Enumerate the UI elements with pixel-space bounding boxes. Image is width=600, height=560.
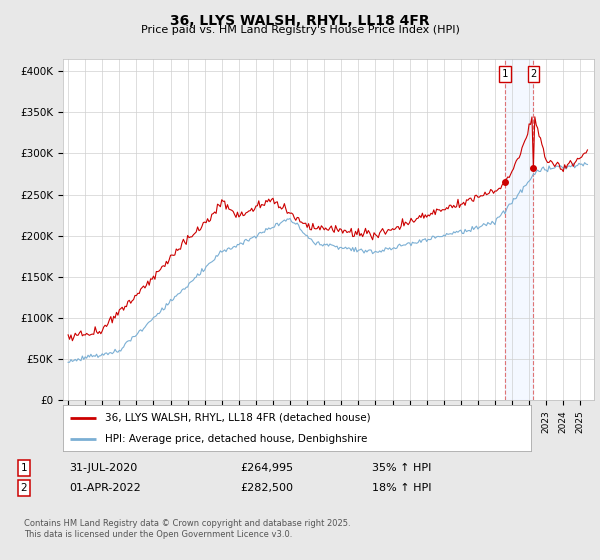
Text: Contains HM Land Registry data © Crown copyright and database right 2025.
This d: Contains HM Land Registry data © Crown c…: [24, 520, 350, 539]
Text: HPI: Average price, detached house, Denbighshire: HPI: Average price, detached house, Denb…: [105, 435, 367, 444]
Text: 1: 1: [20, 463, 28, 473]
Text: 1: 1: [502, 69, 508, 79]
Text: 36, LLYS WALSH, RHYL, LL18 4FR (detached house): 36, LLYS WALSH, RHYL, LL18 4FR (detached…: [105, 413, 371, 423]
Text: £264,995: £264,995: [240, 463, 293, 473]
Text: 31-JUL-2020: 31-JUL-2020: [69, 463, 137, 473]
Text: 36, LLYS WALSH, RHYL, LL18 4FR: 36, LLYS WALSH, RHYL, LL18 4FR: [170, 14, 430, 28]
Text: Price paid vs. HM Land Registry's House Price Index (HPI): Price paid vs. HM Land Registry's House …: [140, 25, 460, 35]
Text: 2: 2: [530, 69, 536, 79]
Bar: [505, 59, 533, 400]
Text: 35% ↑ HPI: 35% ↑ HPI: [372, 463, 431, 473]
Text: 01-APR-2022: 01-APR-2022: [69, 483, 141, 493]
Text: 2: 2: [20, 483, 28, 493]
Text: £282,500: £282,500: [240, 483, 293, 493]
Text: 18% ↑ HPI: 18% ↑ HPI: [372, 483, 431, 493]
